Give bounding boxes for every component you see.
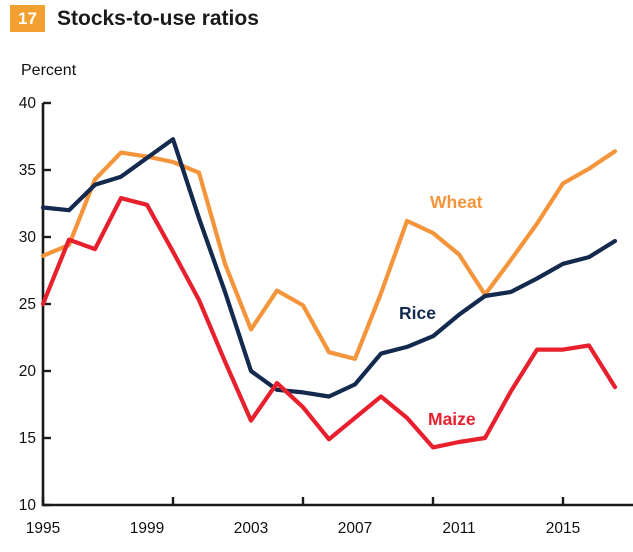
- maize-line: [40, 196, 618, 450]
- x-tick-label: 2003: [234, 520, 268, 537]
- figure-number-badge: 17: [10, 5, 45, 32]
- wheat-series-label: Wheat: [430, 192, 483, 212]
- rice-series-label: Rice: [399, 303, 436, 323]
- x-tick-label: 2015: [546, 520, 580, 537]
- y-tick-label: 25: [19, 296, 36, 313]
- maize-series-label: Maize: [428, 409, 476, 429]
- figure-header: 17 Stocks-to-use ratios: [10, 5, 259, 32]
- figure-number: 17: [18, 8, 37, 28]
- y-tick-label: 35: [19, 162, 36, 179]
- y-axis-title: Percent: [21, 62, 77, 79]
- x-tick-label: 1999: [130, 520, 164, 537]
- axes: [41, 103, 633, 507]
- y-tick-label: 10: [19, 497, 37, 514]
- chart-title: Stocks-to-use ratios: [57, 6, 259, 30]
- y-tick-label: 20: [19, 363, 37, 380]
- y-tick-label: 30: [19, 229, 37, 246]
- x-tick-label: 1995: [26, 520, 60, 537]
- y-tick-label: 40: [19, 95, 37, 112]
- wheat-line: [40, 149, 618, 361]
- x-tick-label: 2011: [442, 520, 475, 537]
- x-tick-label: 2007: [338, 520, 372, 537]
- rice-line: [40, 137, 618, 399]
- y-tick-label: 15: [19, 430, 36, 447]
